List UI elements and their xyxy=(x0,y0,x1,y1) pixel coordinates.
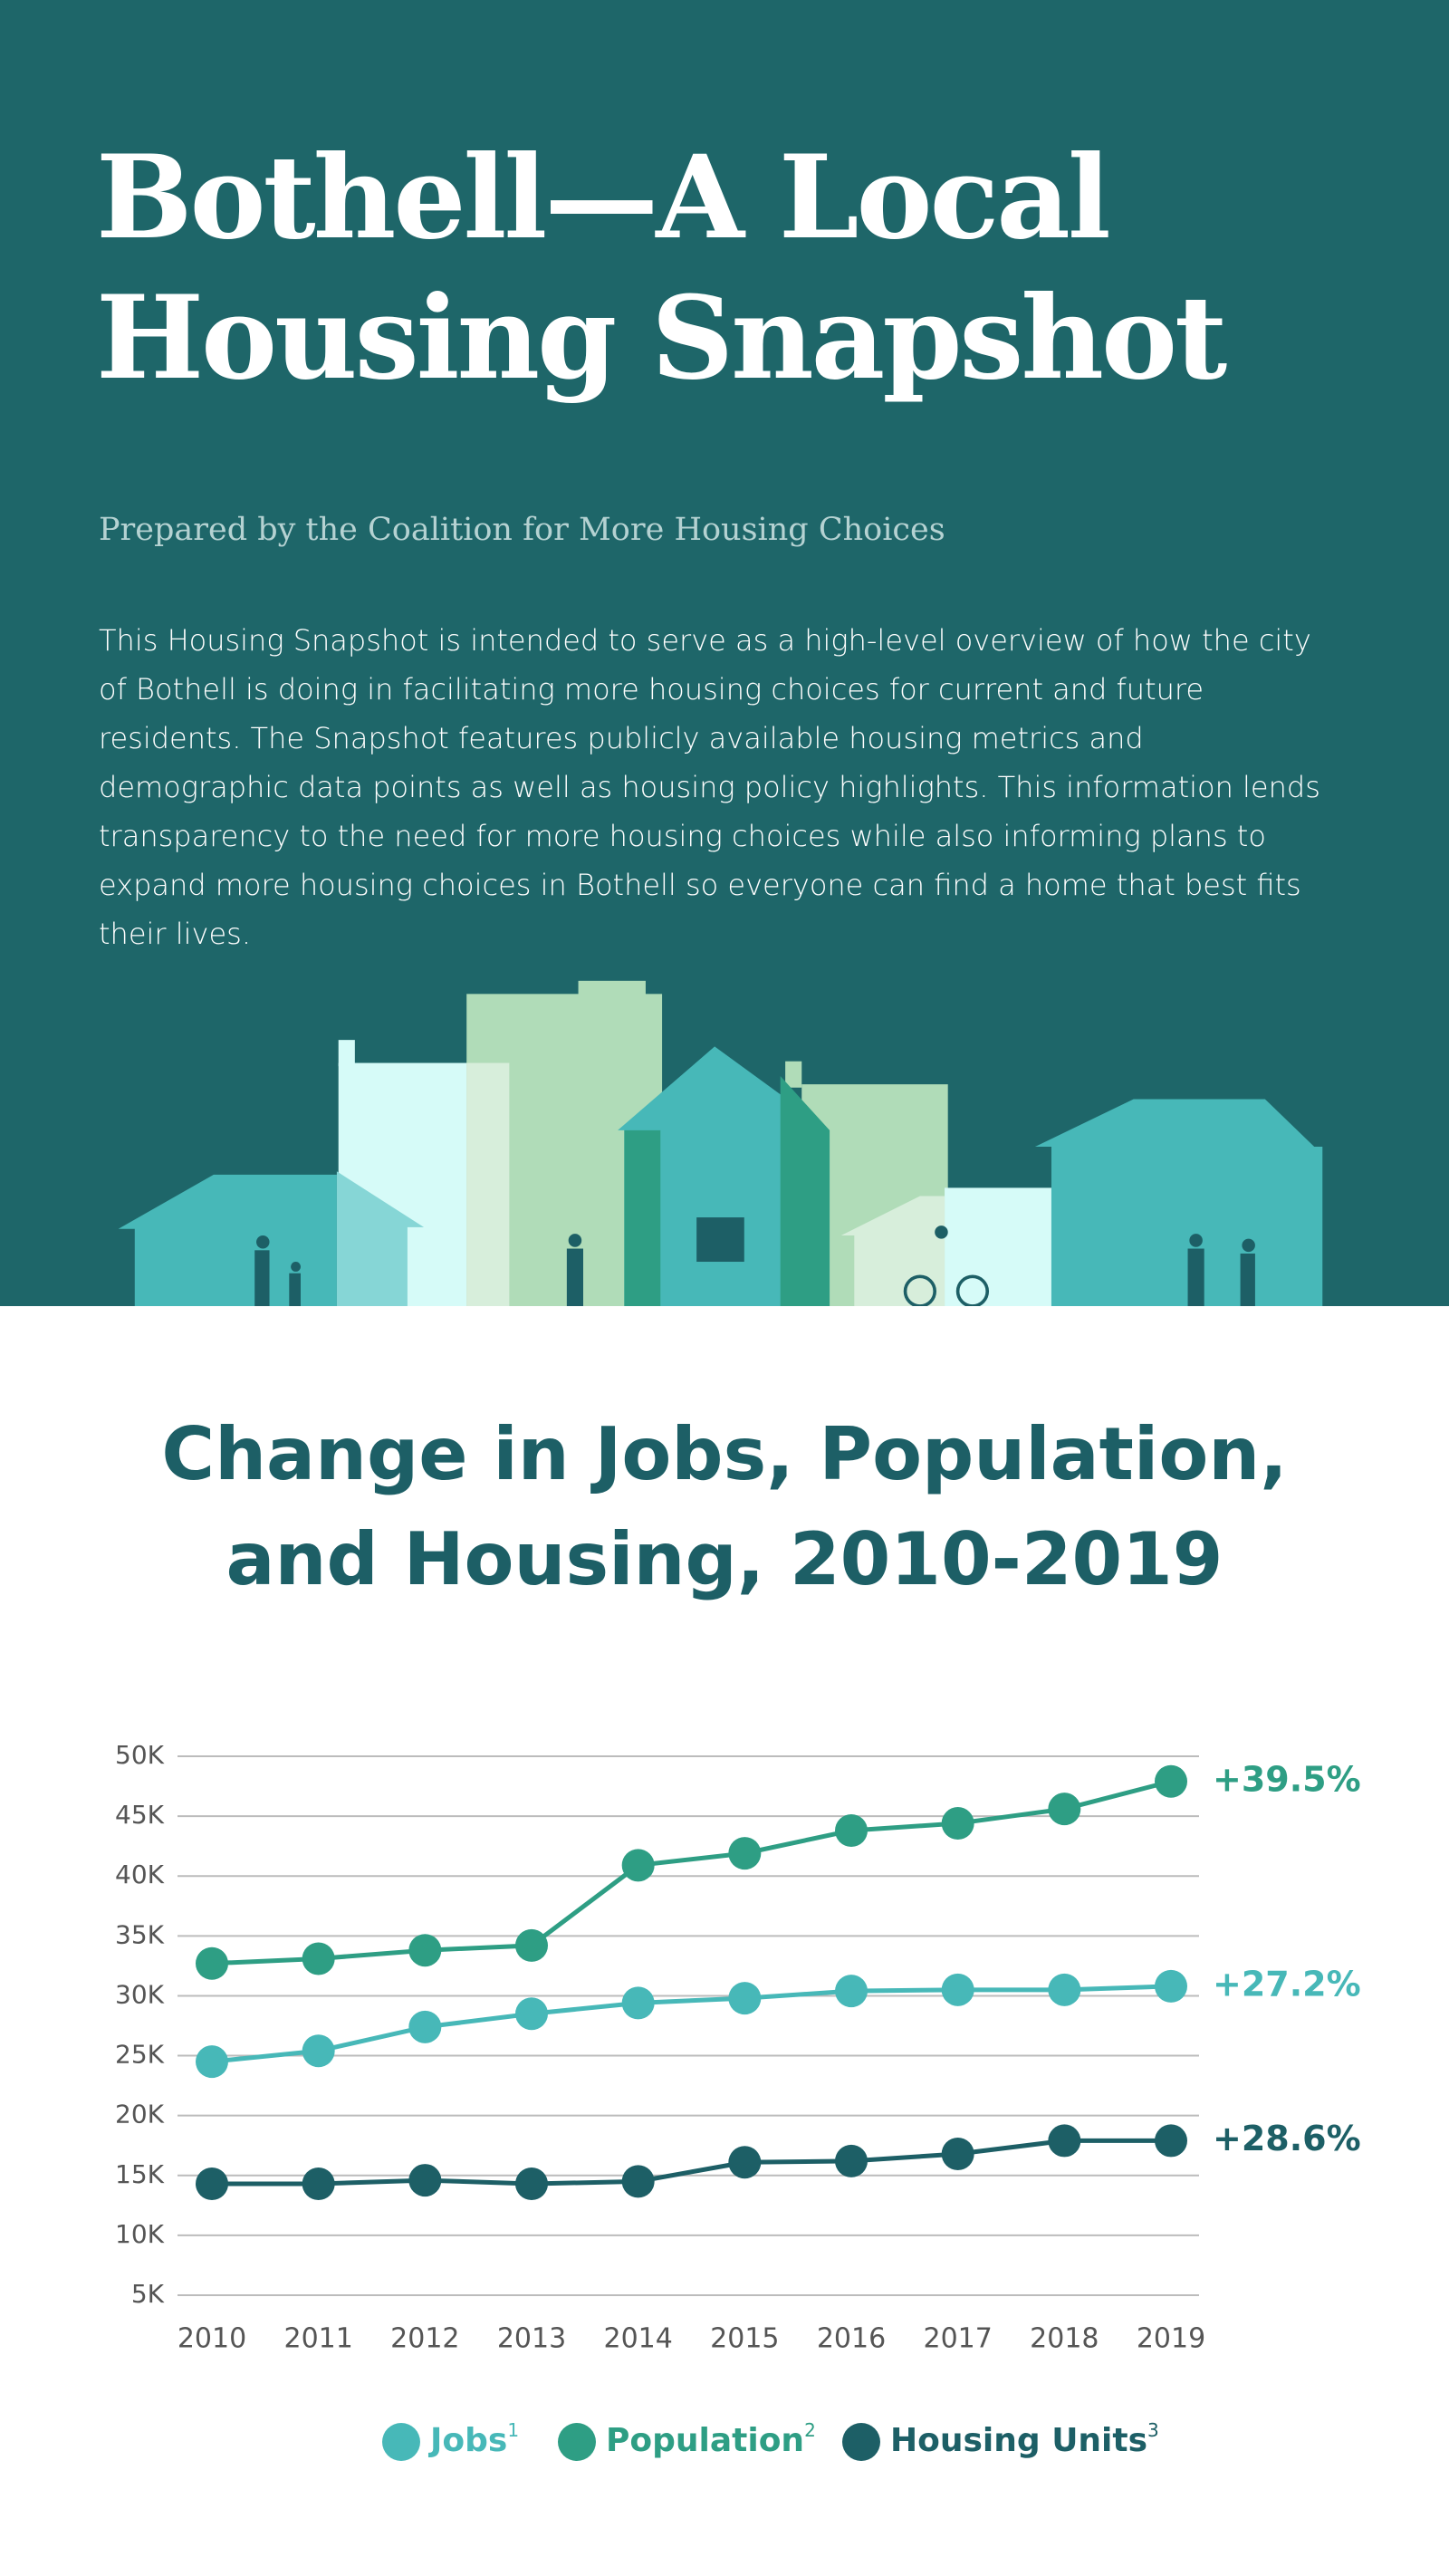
legend-label: Jobs1 xyxy=(427,2419,519,2460)
marker xyxy=(728,2146,762,2179)
legend-swatch xyxy=(558,2423,596,2461)
marker xyxy=(1048,2124,1081,2158)
y-tick-label: 15K xyxy=(115,2159,165,2189)
end-annotation: +27.2% xyxy=(1213,1964,1361,2004)
y-tick-label: 25K xyxy=(115,2040,165,2070)
x-tick-label: 2010 xyxy=(178,2323,246,2355)
marker xyxy=(728,1982,762,2015)
marker xyxy=(302,1942,335,1975)
header-panel: Bothell—A Local Housing Snapshot Prepare… xyxy=(0,0,1449,1306)
title-line: Bothell—A Local xyxy=(96,130,1111,264)
intro: This Housing Snapshot is intended to ser… xyxy=(99,623,1320,951)
marker xyxy=(302,2034,335,2068)
skyline xyxy=(118,980,1323,1306)
marker xyxy=(196,2045,228,2079)
series-line xyxy=(211,1984,1172,2064)
marker xyxy=(515,1997,548,2031)
y-tick-label: 45K xyxy=(115,1800,165,1830)
series-line xyxy=(211,1779,1172,1966)
marker xyxy=(835,1813,868,1847)
subtitle: Prepared by the Coalition for More Housi… xyxy=(99,512,945,548)
x-tick-label: 2013 xyxy=(497,2323,566,2355)
legend-footnote: 3 xyxy=(1147,2419,1159,2441)
marker xyxy=(941,1807,974,1841)
legend-name: Jobs xyxy=(427,2422,507,2459)
x-tick-label: 2016 xyxy=(817,2323,886,2355)
x-tick-label: 2014 xyxy=(603,2323,672,2355)
marker xyxy=(941,1973,974,2006)
marker xyxy=(1155,2124,1187,2158)
chart-title: and Housing, 2010-2019 xyxy=(226,1517,1223,1601)
marker xyxy=(1155,1764,1187,1798)
y-tick-label: 5K xyxy=(131,2279,165,2309)
y-tick-label: 10K xyxy=(115,2219,165,2249)
end-annotation: +28.6% xyxy=(1213,2119,1361,2158)
x-tick-label: 2018 xyxy=(1030,2323,1099,2355)
marker xyxy=(1048,1973,1081,2006)
title-line: Housing Snapshot xyxy=(96,271,1227,405)
marker xyxy=(196,1946,228,1980)
x-tick-label: 2015 xyxy=(710,2323,779,2355)
legend-footnote: 1 xyxy=(507,2419,519,2441)
marker xyxy=(621,2165,655,2198)
marker xyxy=(728,1837,762,1870)
chart-title: Change in Jobs, Population, xyxy=(161,1412,1287,1496)
legend-swatch xyxy=(382,2423,420,2461)
x-tick-label: 2017 xyxy=(923,2323,992,2355)
end-annotation: +39.5% xyxy=(1213,1759,1361,1799)
legend-label: Housing Units3 xyxy=(890,2419,1159,2460)
y-tick-label: 40K xyxy=(115,1860,165,1889)
marker xyxy=(408,2164,442,2197)
marker xyxy=(621,1849,655,1882)
marker xyxy=(835,1975,868,2008)
x-tick-label: 2012 xyxy=(390,2323,459,2355)
legend-footnote: 2 xyxy=(804,2419,816,2441)
y-tick-label: 50K xyxy=(115,1740,165,1770)
marker xyxy=(621,1986,655,2020)
marker xyxy=(1048,1793,1081,1826)
y-tick-label: 35K xyxy=(115,1919,165,1949)
legend-name: Housing Units xyxy=(890,2422,1147,2459)
y-tick-label: 30K xyxy=(115,1979,165,2009)
marker xyxy=(1155,1969,1187,2003)
legend-name: Population xyxy=(606,2422,804,2459)
x-tick-label: 2011 xyxy=(283,2323,352,2355)
y-tick-label: 20K xyxy=(115,2100,165,2129)
legend-swatch xyxy=(842,2423,880,2461)
series-line xyxy=(212,2138,1171,2187)
legend-label: Population2 xyxy=(606,2419,816,2460)
marker xyxy=(515,2167,548,2201)
marker xyxy=(515,1928,548,1962)
marker xyxy=(941,2137,974,2170)
x-tick-label: 2019 xyxy=(1137,2323,1205,2355)
marker xyxy=(408,2010,442,2043)
marker xyxy=(835,2144,868,2177)
marker xyxy=(196,2167,228,2201)
marker xyxy=(408,1934,442,1967)
marker xyxy=(302,2167,335,2201)
